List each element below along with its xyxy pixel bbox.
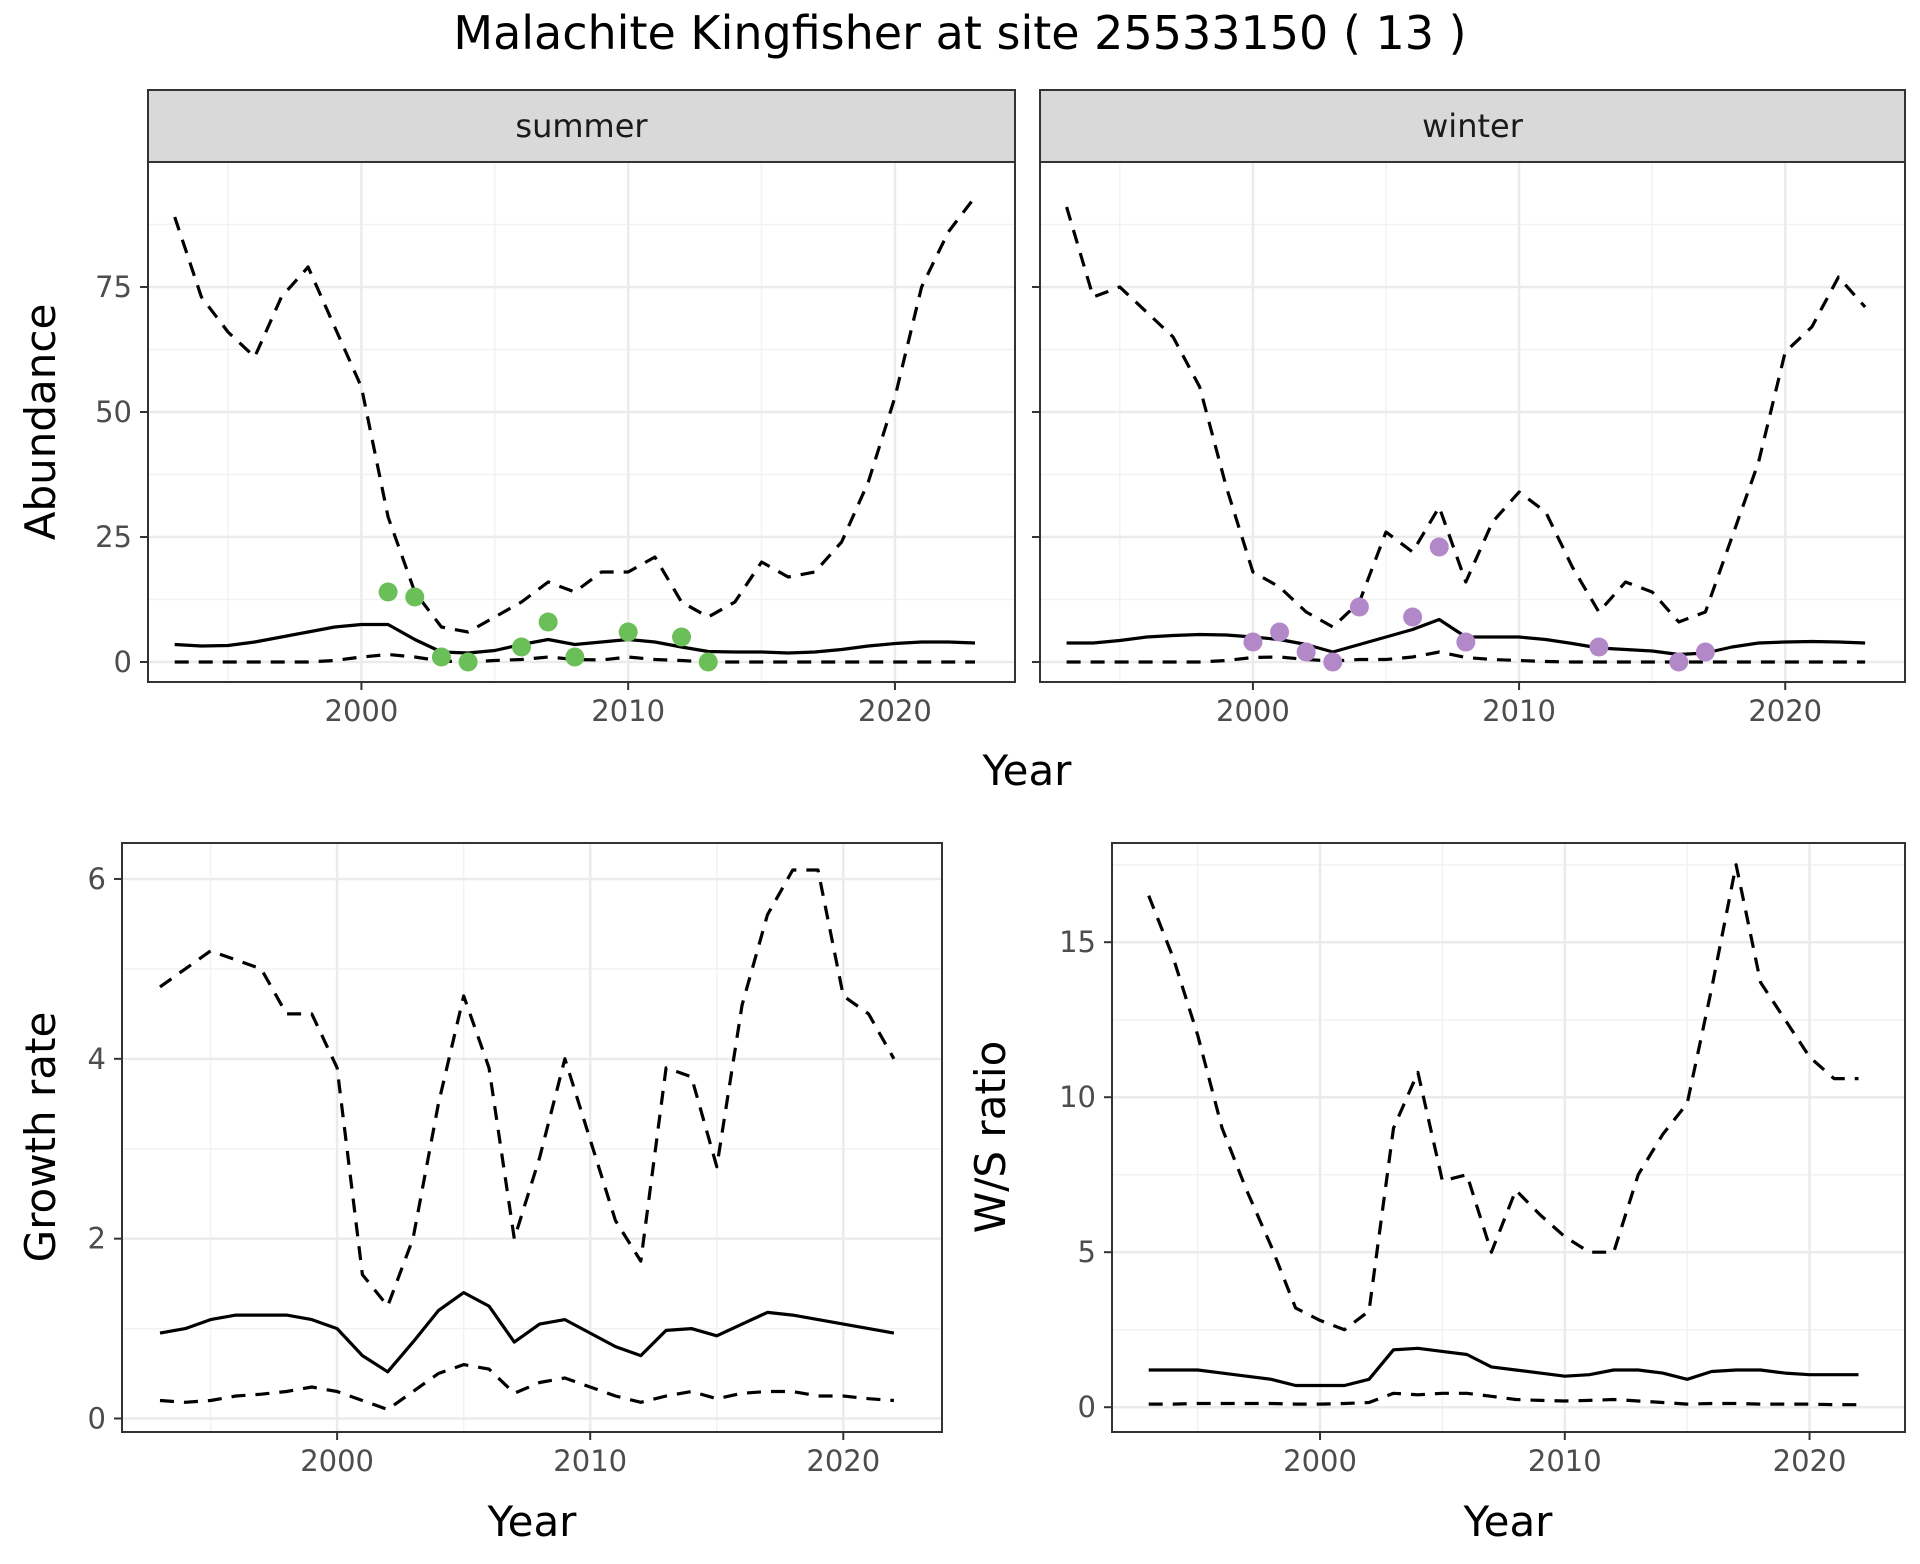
data-point: [538, 612, 558, 632]
x-tick-label: 2000: [325, 694, 399, 728]
x-tick-label: 2000: [300, 1444, 374, 1478]
data-point: [405, 587, 425, 607]
y-axis-title-abundance: Abundance: [16, 304, 65, 541]
data-point: [1456, 632, 1476, 652]
panel-border: [1111, 842, 1906, 1433]
data-point: [458, 652, 478, 672]
x-tick-label: 2010: [553, 1444, 627, 1478]
panel-background: [122, 843, 942, 1432]
series-line-mean: [174, 622, 976, 655]
x-tick-label: 2000: [1216, 694, 1290, 728]
panel-growth-rate: [114, 842, 943, 1440]
data-point: [672, 627, 692, 647]
series-line-lower: [159, 1363, 895, 1412]
data-point: [1349, 597, 1369, 617]
panel-border: [121, 842, 943, 1433]
y-tick-label: 6: [88, 862, 106, 896]
y-tick-label: 4: [88, 1042, 106, 1076]
series-line-upper: [159, 868, 896, 1308]
x-axis-title-ws: Year: [1463, 1497, 1554, 1546]
facet-strip: [1039, 89, 1906, 163]
facet-strip-label: summer: [515, 107, 648, 145]
y-tick-label: 75: [95, 270, 132, 304]
data-point: [618, 622, 638, 642]
panel-background: [1112, 843, 1905, 1432]
data-point: [1243, 632, 1263, 652]
y-tick-label: 25: [95, 520, 132, 554]
x-tick-label: 2000: [1283, 1444, 1357, 1478]
x-tick-label: 2020: [858, 694, 932, 728]
data-point: [378, 582, 398, 602]
y-axis-title-ws: W/S ratio: [966, 1041, 1015, 1234]
data-point: [1695, 642, 1715, 662]
figure-title: Malachite Kingfisher at site 25533150 ( …: [453, 6, 1467, 60]
y-axis-title-growth: Growth rate: [16, 1012, 65, 1263]
y-tick-label: 15: [1059, 925, 1096, 959]
x-tick-label: 2020: [1773, 1444, 1847, 1478]
data-point: [1270, 622, 1290, 642]
x-tick-label: 2020: [1748, 694, 1822, 728]
data-point: [1323, 652, 1343, 672]
series-line-mean: [159, 1291, 895, 1374]
y-tick-label: 2: [88, 1222, 106, 1256]
panel-summer: [140, 89, 1016, 690]
series-line-mean: [1148, 1346, 1859, 1388]
y-tick-label: 0: [1078, 1390, 1096, 1424]
data-point: [431, 647, 451, 667]
x-axis-title-growth: Year: [487, 1497, 578, 1546]
data-point: [565, 647, 585, 667]
data-point: [1296, 642, 1316, 662]
data-point: [1669, 652, 1689, 672]
y-tick-label: 10: [1059, 1080, 1096, 1114]
series-line-lower: [1066, 650, 1866, 664]
panel-winter: [1032, 89, 1906, 690]
y-tick-label: 50: [95, 395, 132, 429]
facet-strip-label: winter: [1422, 107, 1524, 145]
y-tick-label: 5: [1078, 1235, 1096, 1269]
data-point: [1589, 637, 1609, 657]
series-line-upper: [1147, 863, 1859, 1332]
data-point: [698, 652, 718, 672]
x-tick-label: 2020: [806, 1444, 880, 1478]
series-line-lower: [174, 652, 975, 664]
x-tick-label: 2010: [591, 694, 665, 728]
series-line-upper: [1065, 206, 1867, 629]
panel-background: [1040, 162, 1905, 682]
data-point: [511, 637, 531, 657]
data-point: [1403, 607, 1423, 627]
facet-strip: [147, 89, 1016, 163]
y-tick-label: 0: [88, 1402, 106, 1436]
panel-w-s-ratio: [1104, 842, 1906, 1440]
x-tick-label: 2010: [1482, 694, 1556, 728]
x-axis-title-abundance: Year: [982, 746, 1073, 795]
y-tick-label: 0: [114, 645, 132, 679]
data-point: [1429, 537, 1449, 557]
series-line-upper: [173, 196, 977, 634]
x-tick-label: 2010: [1528, 1444, 1602, 1478]
panel-background: [148, 162, 1015, 682]
